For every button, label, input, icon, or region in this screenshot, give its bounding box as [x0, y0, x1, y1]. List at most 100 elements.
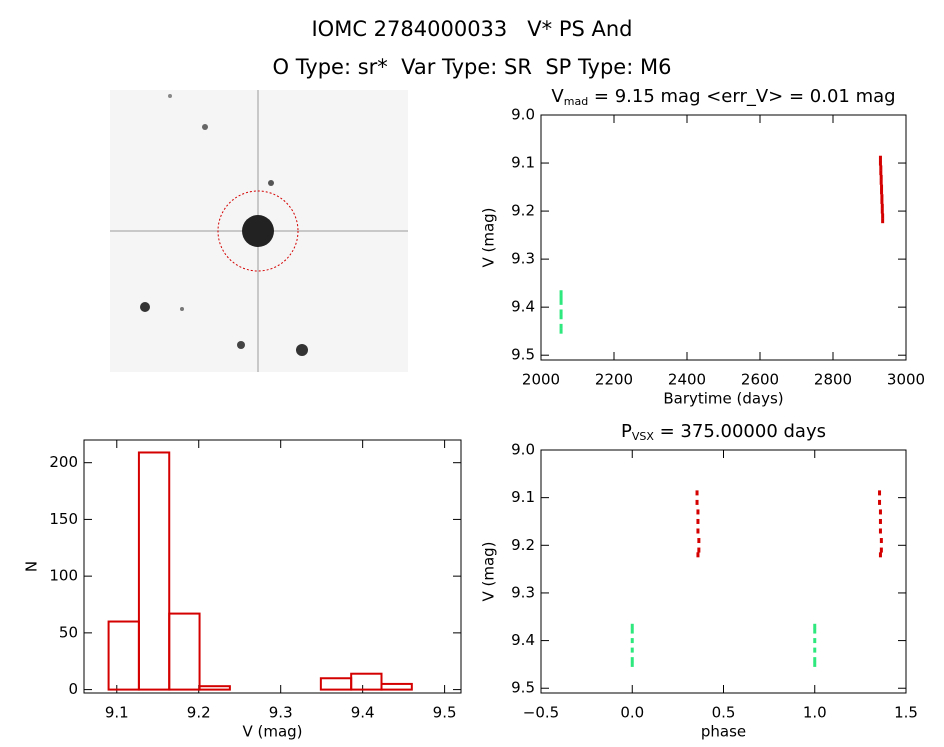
y-tick-label: 9.5 [511, 679, 535, 697]
data-point [878, 509, 882, 515]
title-rest: = 375.00000 days [654, 421, 826, 442]
histogram-bar [107, 620, 140, 691]
data-point [813, 623, 817, 629]
histogram-bar [198, 685, 231, 691]
histogram-bar [350, 672, 383, 691]
x-axis-label: V (mag) [242, 723, 302, 741]
y-tick-label: 50 [59, 623, 78, 641]
data-point [881, 218, 885, 224]
y-tick-label: 100 [49, 567, 78, 585]
data-point [559, 309, 563, 315]
x-tick-label: 9.5 [433, 704, 457, 722]
histogram-bar [380, 682, 413, 691]
data-point [559, 290, 563, 296]
figure-title: IOMC 2784000033 V* PS And [311, 17, 632, 41]
data-point [878, 528, 882, 534]
data-point [879, 547, 883, 553]
y-tick-label: 9.2 [511, 536, 535, 554]
plot-frame [83, 439, 462, 694]
x-tick-label: 2600 [741, 371, 779, 389]
chart-title: PVSX = 375.00000 days [621, 421, 826, 443]
data-point [630, 657, 634, 663]
x-tick-label: 1.5 [894, 704, 918, 722]
data-point [879, 538, 883, 544]
x-tick-label: 0.5 [712, 704, 736, 722]
data-point [880, 203, 884, 209]
data-point [880, 198, 884, 204]
data-point [879, 174, 883, 180]
data-point [878, 490, 882, 496]
data-point [881, 213, 885, 219]
data-point [813, 647, 817, 653]
y-tick-label: 9.3 [511, 583, 535, 601]
data-point [695, 499, 699, 505]
y-tick-label: 150 [49, 510, 78, 528]
x-tick-label: 3000 [887, 371, 925, 389]
x-tick-label: 9.1 [105, 704, 129, 722]
data-point [630, 623, 634, 629]
sky-image [110, 90, 408, 372]
data-point [878, 499, 882, 505]
data-point [630, 647, 634, 653]
data-point [878, 518, 882, 524]
data-point [630, 628, 634, 634]
x-tick-label: 2400 [668, 371, 706, 389]
x-tick-label: 0.0 [620, 704, 644, 722]
histogram-bar [137, 451, 171, 691]
x-tick-label: 9.3 [269, 704, 293, 722]
chart-title: Vmad = 9.15 mag <err_V> = 0.01 mag [551, 86, 895, 108]
y-tick-label: 9.3 [511, 250, 535, 268]
y-tick-label: 9.0 [511, 441, 535, 459]
data-point [559, 314, 563, 320]
data-point [697, 547, 701, 553]
title-sub: VSX [632, 430, 655, 443]
data-point [878, 160, 882, 166]
y-tick-label: 0 [68, 680, 78, 698]
title-sub: mad [564, 95, 588, 108]
x-tick-label: 2000 [522, 371, 560, 389]
x-tick-label: 9.4 [351, 704, 375, 722]
data-point [695, 490, 699, 496]
x-tick-label: −0.5 [523, 704, 559, 722]
data-point [879, 165, 883, 171]
y-tick-label: 200 [49, 453, 78, 471]
data-point [630, 638, 634, 644]
title-rest: = 9.15 mag <err_V> = 0.01 mag [588, 86, 895, 107]
data-point [880, 208, 884, 214]
data-point [878, 155, 882, 161]
data-point [559, 323, 563, 329]
data-point [559, 328, 563, 334]
x-tick-label: 1.0 [803, 704, 827, 722]
y-axis-label: V (mag) [480, 541, 498, 601]
y-tick-label: 9.2 [511, 202, 535, 220]
histogram-bar [168, 612, 201, 691]
title-main: P [621, 421, 632, 442]
data-point [697, 538, 701, 544]
x-tick-label: 2800 [814, 371, 852, 389]
data-point [813, 638, 817, 644]
y-tick-label: 9.1 [511, 154, 535, 172]
x-axis-label: Barytime (days) [663, 390, 783, 408]
data-point [880, 189, 884, 195]
data-point [880, 194, 884, 200]
data-point [559, 295, 563, 301]
figure-subtitle: O Type: sr* Var Type: SR SP Type: M6 [273, 55, 672, 79]
data-point [878, 552, 882, 558]
data-point [879, 170, 883, 176]
y-tick-label: 9.4 [511, 631, 535, 649]
x-tick-label: 2200 [595, 371, 633, 389]
data-point [813, 628, 817, 634]
data-point [630, 661, 634, 667]
y-axis-label: N [23, 561, 41, 572]
data-point [880, 184, 884, 190]
data-point [696, 518, 700, 524]
data-point [813, 661, 817, 667]
histogram-bar [319, 677, 353, 691]
plot-frame [540, 114, 907, 361]
plot-frame [540, 449, 907, 694]
data-point [696, 528, 700, 534]
y-tick-label: 9.1 [511, 488, 535, 506]
x-tick-label: 9.2 [187, 704, 211, 722]
data-point [696, 509, 700, 515]
